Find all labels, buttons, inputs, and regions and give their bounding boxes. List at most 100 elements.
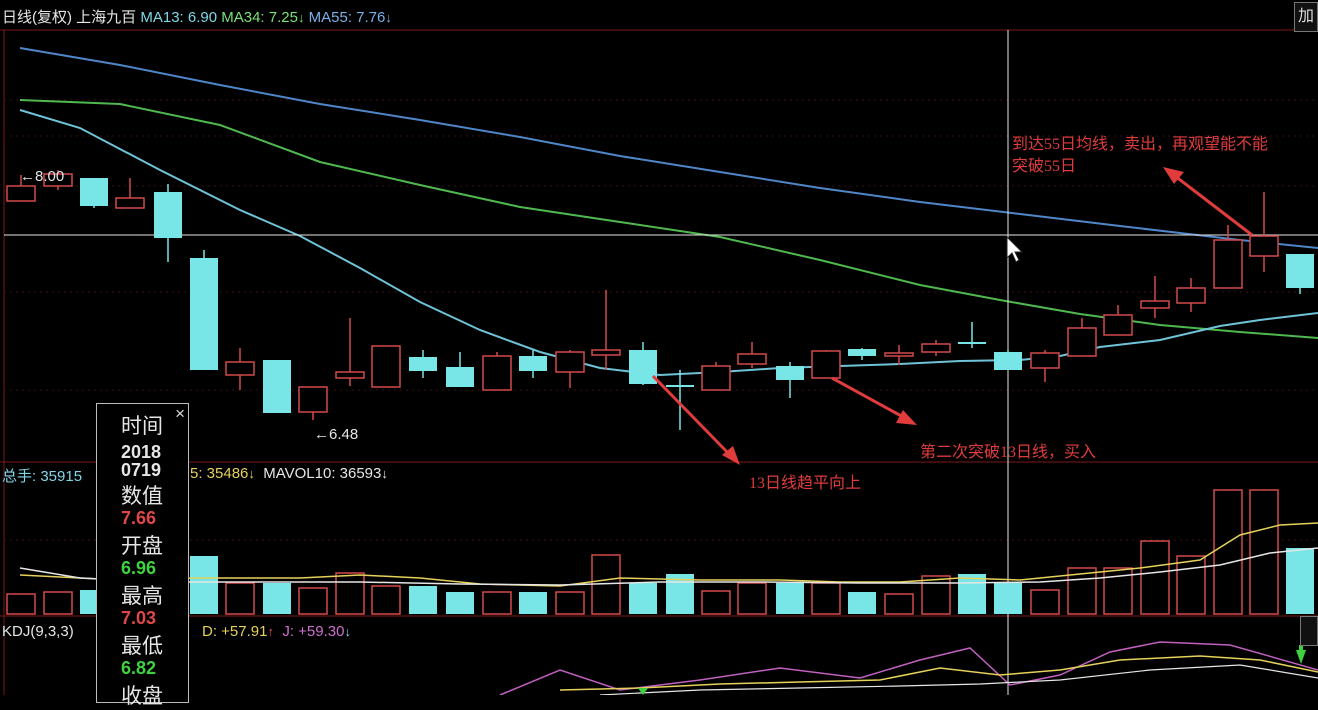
volume-bar [225,582,255,615]
mavol10-label: MAVOL10: 36593 [263,465,382,482]
open-label: 开盘 [121,535,163,558]
candle-body[interactable] [371,345,401,388]
candle-body[interactable] [225,361,255,376]
volume-bar [519,592,547,614]
sell-annotation-line1: 到达55日均线，卖出，再观望能不能 [1012,136,1269,153]
candle-body[interactable] [446,367,474,387]
volume-bar [371,585,401,615]
time-label: 时间 [121,415,163,438]
candle-body[interactable] [298,386,328,413]
volume-bar [1030,589,1060,615]
left-arrow-icon: ← [20,168,35,185]
volume-bars-group [6,489,1314,615]
flatten-annotation: 13日线趋平向上 [749,475,862,492]
candle-body[interactable] [335,371,365,379]
candle-body[interactable] [1249,235,1279,257]
candle-body[interactable] [190,258,218,370]
kdj-j-down-arrow-icon: ↓ [344,624,351,639]
candle-body[interactable] [43,173,73,187]
low-label: 最低 [121,635,163,658]
candle-body[interactable] [409,357,437,371]
annotation-arrows [651,167,1253,465]
time-date: 0719 [121,460,162,480]
high-price-value: 8.00 [35,168,65,185]
candle-body[interactable] [1140,300,1170,309]
side-toggle-button[interactable] [1300,616,1318,646]
volume-bar [1067,567,1097,615]
candle-body[interactable] [1030,352,1060,369]
kdj-d-line [559,655,1318,691]
candle-body[interactable] [701,365,731,391]
kdj-values: D: +57.91↑ J: +59.30↓ [202,623,351,640]
panel-frames [0,29,1318,695]
open-number: 6.96 [121,558,157,578]
candle-body[interactable] [737,353,767,365]
volume-bar [737,582,767,615]
kdj-j-value: J: +59.30 [282,623,345,640]
volume-bar [884,593,914,615]
candle-body[interactable] [848,349,876,356]
volume-bar [263,583,291,614]
volume-bar [1176,555,1206,615]
candle-body[interactable] [519,356,547,371]
candle-body[interactable] [80,178,108,206]
volume-bar [6,593,36,615]
mavol10-line [19,547,1318,586]
candle-body[interactable] [115,197,145,209]
kdj-j-line [599,664,1318,695]
close-icon[interactable]: × [175,404,185,423]
volume-bar [298,587,328,615]
candle-body[interactable] [1286,254,1314,288]
kdj-d-value: D: +57.91 [202,623,268,640]
candle-body[interactable] [1213,239,1243,289]
data-info-popup[interactable]: × 时间 2018 0719 数值 7.66 开盘 6.96 最高 7.03 最… [96,403,189,708]
low-number: 6.82 [121,658,157,678]
period-label[interactable]: 日线(复权) [2,9,72,26]
volume-bar [446,592,474,614]
candle-body[interactable] [6,185,36,202]
candle-body[interactable] [1176,287,1206,304]
volume-bar [994,583,1022,614]
volume-bar [1286,548,1314,614]
candle-body[interactable] [555,351,585,373]
candle-body[interactable] [666,385,694,387]
volume-bar [776,583,804,614]
add-button[interactable]: 加 [1294,2,1318,32]
kdj-label[interactable]: KDJ(9,3,3) [2,623,74,640]
volume-bar [958,574,986,614]
candle-body[interactable] [1103,314,1133,336]
candle-body[interactable] [921,343,951,353]
volume-bar [1140,540,1170,615]
candle-body[interactable] [958,342,986,344]
kdj-d-up-arrow-icon: ↑ [267,624,274,639]
volume-bar [848,592,876,614]
ma55-down-arrow-icon: ↓ [385,10,392,25]
stock-name: 上海九百 [76,9,137,26]
candle-body[interactable] [994,352,1022,370]
volume-bar [701,590,731,615]
candle-body[interactable] [884,352,914,357]
candle-body[interactable] [154,192,182,238]
left-arrow-icon: ← [314,426,329,443]
volume-header: 总手: 35915 [2,465,82,486]
low-price-marker: ←6.48 [314,426,358,443]
candlestick-chart[interactable] [0,0,1318,695]
volume-bar [335,572,365,615]
volume-bar [43,591,73,615]
candle-body[interactable] [776,366,804,380]
volume-bar [409,586,437,614]
candle-body[interactable] [811,350,841,379]
candle-body[interactable] [482,355,512,391]
kdj-down-signal-icon-2 [638,688,648,695]
low-price-value: 6.48 [329,426,359,443]
volume-bar [666,574,694,614]
candle-body[interactable] [1067,327,1097,357]
candle-body[interactable] [263,360,291,413]
ma13-label: MA13: 6.90 [140,9,218,26]
volume-bar [921,575,951,615]
mavol5-line [19,522,1318,587]
candle-body[interactable] [591,349,621,356]
candle-body[interactable] [629,350,657,384]
ma34-label: MA34: 7.25 [221,9,298,26]
ma55-label: MA55: 7.76 [308,9,386,26]
